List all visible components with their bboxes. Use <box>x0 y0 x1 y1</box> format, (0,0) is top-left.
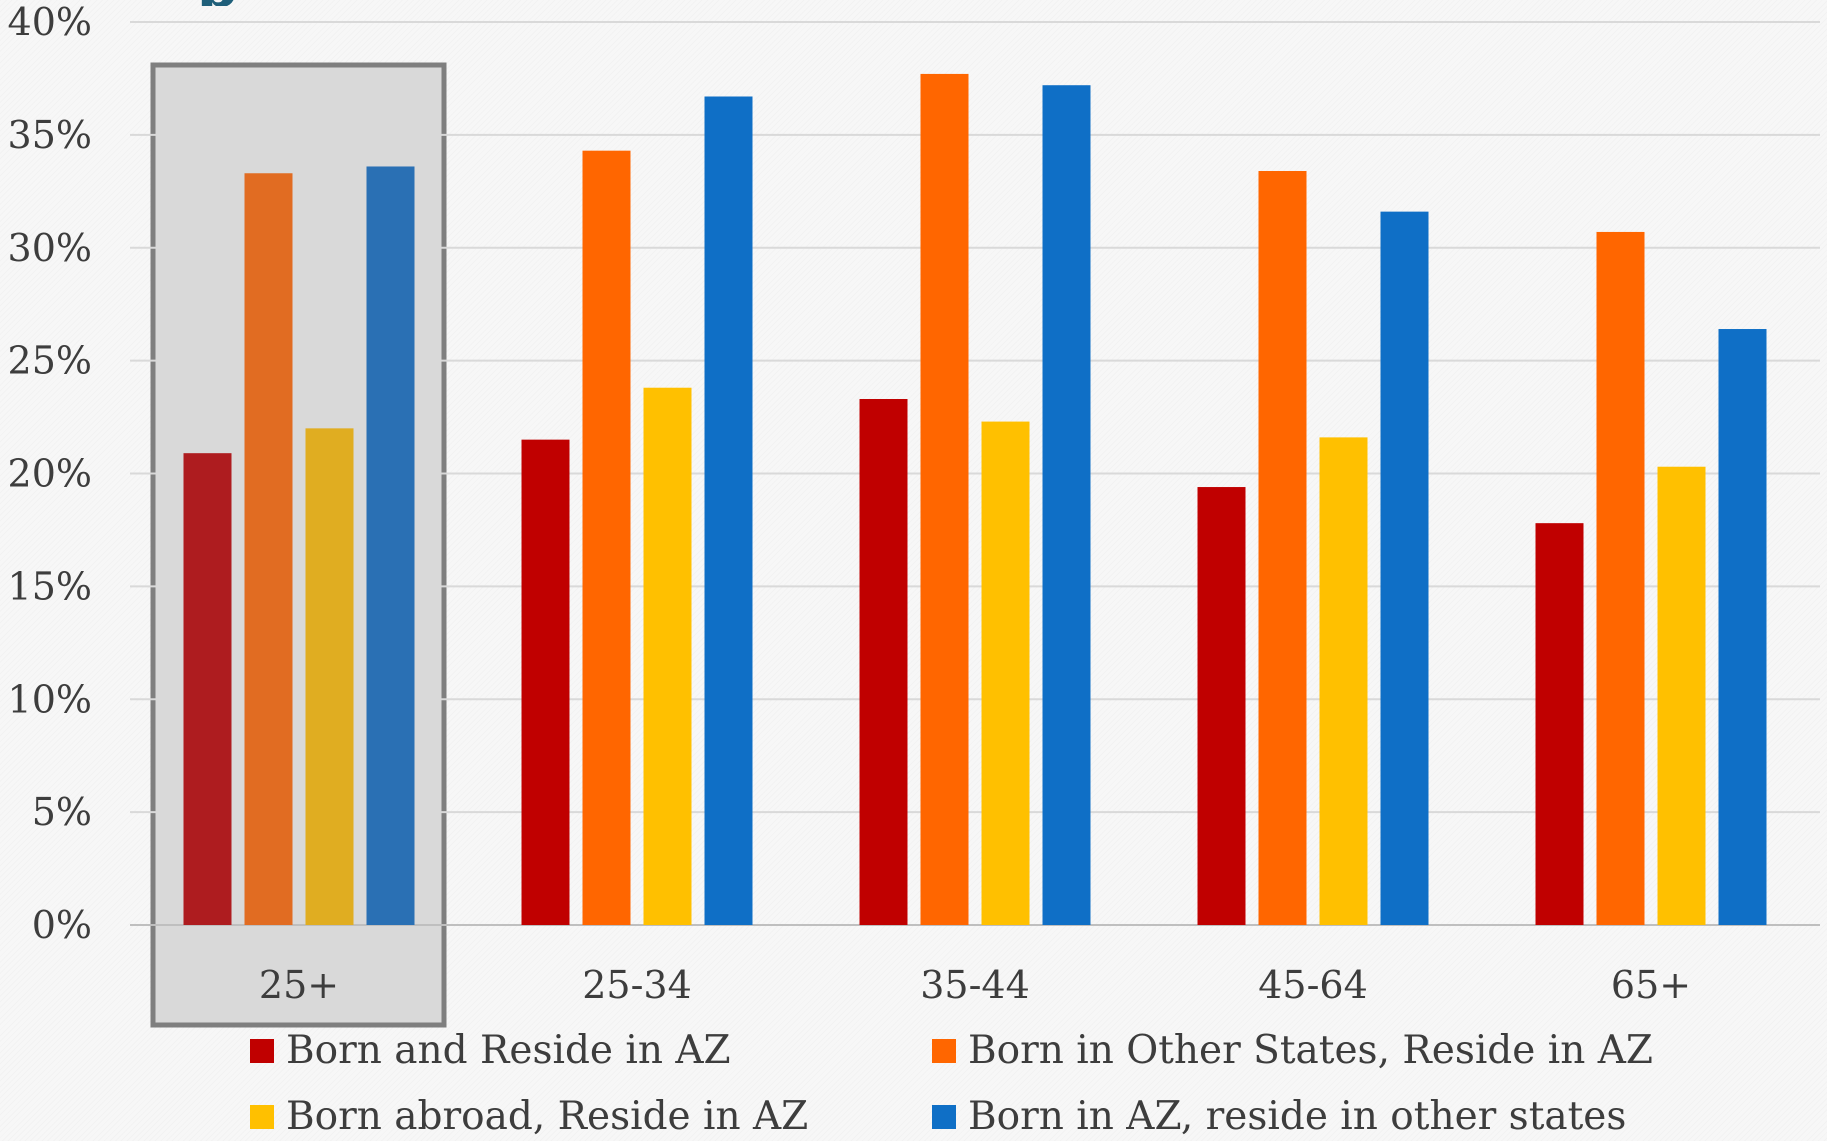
legend-swatch <box>250 1104 274 1129</box>
bar <box>859 399 908 925</box>
legend-label: Born and Reside in AZ <box>286 1028 731 1073</box>
bar <box>704 96 753 925</box>
bar <box>1197 487 1246 925</box>
legend-item: Born and Reside in AZ <box>250 1028 731 1073</box>
x-tick-label: 45-64 <box>1258 963 1368 1007</box>
legend-item: Born in Other States, Reside in AZ <box>932 1028 1653 1073</box>
y-tick-label: 10% <box>8 677 92 721</box>
y-tick-label: 15% <box>8 564 92 608</box>
bar <box>1535 523 1584 925</box>
y-tick-label: 20% <box>8 452 92 496</box>
y-tick-label: 30% <box>8 226 92 270</box>
bar <box>244 173 293 925</box>
x-tick-label: 25-34 <box>582 963 692 1007</box>
legend-swatch <box>250 1038 274 1063</box>
y-tick-label: 0% <box>32 903 92 947</box>
bar <box>582 150 631 926</box>
legend-item: Born abroad, Reside in AZ <box>250 1094 808 1139</box>
x-tick-label: 25+ <box>259 963 339 1007</box>
bar <box>366 166 415 926</box>
bar <box>1258 170 1307 925</box>
bar <box>1596 231 1645 925</box>
legend-item: Born in AZ, reside in other states <box>932 1094 1626 1139</box>
y-tick-label: 25% <box>8 339 92 383</box>
y-tick-label: 5% <box>32 790 92 834</box>
bar <box>981 421 1030 925</box>
bar <box>521 439 570 925</box>
legend: Born and Reside in AZ Born in Other State… <box>250 1028 1750 1141</box>
y-tick-label: 35% <box>8 113 92 157</box>
bar <box>1042 85 1091 925</box>
title-fragment: p <box>196 0 238 6</box>
bar <box>643 387 692 926</box>
bar <box>1718 329 1767 925</box>
bar <box>920 73 969 926</box>
bar <box>305 428 354 925</box>
bar <box>1319 437 1368 925</box>
bar <box>1380 211 1429 925</box>
x-tick-label: 65+ <box>1611 963 1691 1007</box>
y-tick-label: 40% <box>8 0 92 44</box>
legend-swatch <box>932 1038 956 1063</box>
bar <box>183 453 232 925</box>
bar <box>1657 466 1706 925</box>
legend-label: Born abroad, Reside in AZ <box>286 1094 809 1139</box>
x-tick-label: 35-44 <box>920 963 1030 1007</box>
legend-swatch <box>932 1104 956 1129</box>
legend-label: Born in Other States, Reside in AZ <box>968 1028 1653 1073</box>
legend-label: Born in AZ, reside in other states <box>968 1094 1627 1139</box>
